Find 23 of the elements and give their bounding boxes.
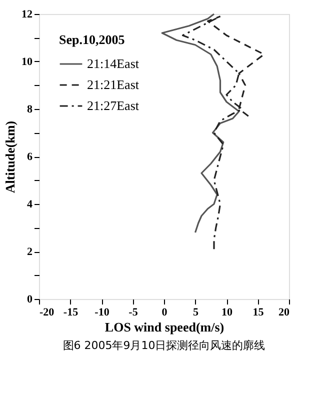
x-tick-label: 20 [278,306,290,318]
y-tick-label: 0 [27,294,33,306]
legend-label: 21:21East [87,77,140,92]
legend-title: Sep.10,2005 [59,32,126,47]
x-tick-label: -5 [128,306,138,318]
y-axis-title: Altitude(km) [2,120,18,194]
x-tick-label: 0 [162,306,168,318]
y-tick-label: 6 [27,151,33,163]
x-tick-label: 15 [252,306,264,318]
x-tick-label: -20 [40,306,55,318]
x-tick-label: 10 [222,306,233,318]
x-axis-title: LOS wind speed(m/s) [104,320,224,334]
y-tick-label: 4 [27,198,33,210]
x-tick-label: 5 [193,306,199,318]
y-tick-label: 8 [27,104,33,116]
x-tick-label: -10 [94,306,110,318]
y-tick-label: 12 [22,8,33,20]
y-tick-label: 2 [27,246,33,258]
legend-label: 21:14East [87,56,140,71]
x-tick-label: -15 [63,306,79,318]
caption: 图6 2005年9月10日探测径向风速的廓线 [62,339,266,352]
y-tick-label: 10 [22,56,33,68]
legend-label: 21:27East [87,98,140,113]
